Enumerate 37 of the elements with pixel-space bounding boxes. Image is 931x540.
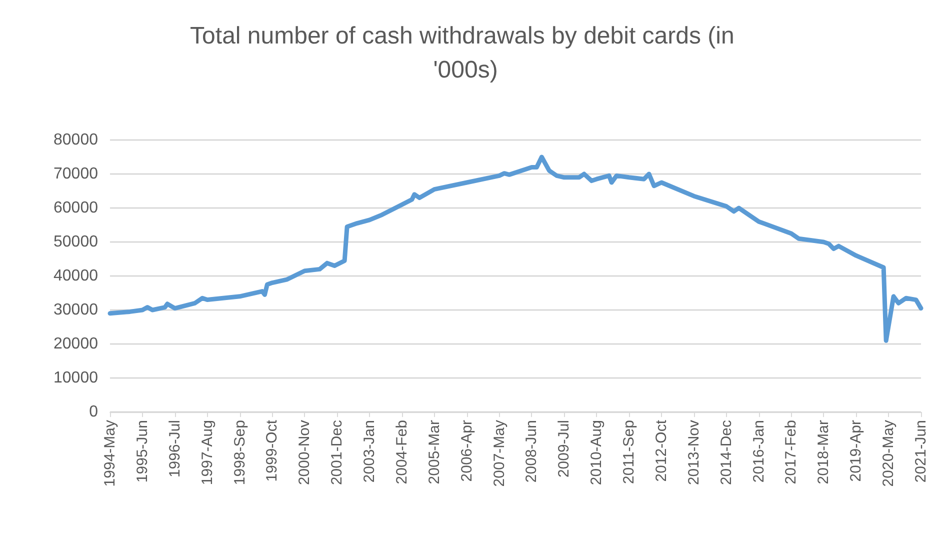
x-tick-label: 1994-May	[102, 420, 118, 487]
y-tick-label: 0	[89, 404, 98, 420]
x-tick-label: 2018-Mar	[815, 420, 832, 484]
x-tick-label: 2014-Dec	[718, 420, 735, 486]
x-tick-label: 2001-Dec	[328, 420, 346, 486]
x-tick-label: 2011-Sep	[620, 420, 638, 484]
y-tick-label: 10000	[54, 370, 98, 386]
x-tick-label: 2004-Feb	[393, 420, 410, 484]
x-tick-label: 2016-Jan	[750, 420, 768, 483]
x-tick-label: 2008-Jun	[523, 420, 540, 483]
x-tick-label: 1998-Sep	[231, 420, 248, 486]
y-tick-label: 40000	[54, 268, 98, 284]
x-tick-label: 2003-Jan	[361, 420, 378, 483]
x-tick-label: 2006-Apr	[458, 420, 476, 482]
y-tick-label: 20000	[54, 336, 98, 352]
x-tick-label: 2009-Jul	[556, 420, 573, 478]
x-tick-label: 2020-May	[880, 420, 898, 487]
x-tick-label: 2021-Jun	[912, 420, 930, 483]
y-tick-label: 80000	[54, 132, 98, 148]
line-series	[108, 154, 924, 343]
x-tick-label: 2000-Nov	[296, 420, 314, 486]
chart-title: Total number of cash withdrawals by debit cards (in '000s)	[190, 22, 741, 84]
x-tick-label: 2013-Nov	[685, 420, 702, 486]
x-tick-label: 2019-Apr	[848, 420, 865, 482]
x-tick-label: 2005-Mar	[426, 420, 443, 484]
y-tick-label: 50000	[54, 234, 98, 250]
x-tick-label: 1999-Oct	[264, 419, 281, 482]
y-tick-label: 60000	[54, 200, 98, 216]
y-tick-label: 70000	[54, 166, 98, 182]
x-tick-label: 2017-Feb	[782, 420, 800, 484]
x-tick-label: 2010-Aug	[588, 420, 606, 486]
x-tick-label: 1997-Aug	[198, 420, 216, 486]
x-tick-label: 2012-Oct	[652, 419, 670, 482]
x-tick-label: 1995-Jun	[134, 420, 151, 483]
y-tick-label: 30000	[54, 302, 98, 318]
x-tick-label: 1996-Jul	[166, 420, 184, 478]
x-tick-label: 2007-May	[490, 420, 508, 487]
